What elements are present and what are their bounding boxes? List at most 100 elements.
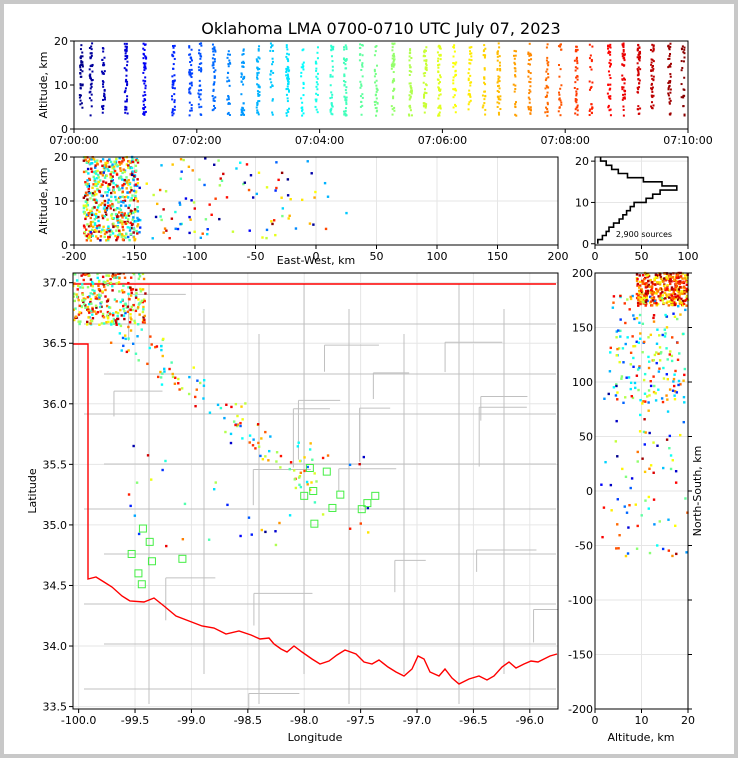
time-altitude-point: [409, 51, 412, 54]
plan-view-point: [135, 481, 139, 484]
time-altitude-point: [608, 109, 611, 112]
time-altitude-point: [81, 55, 84, 58]
plan-view-point: [139, 290, 143, 293]
altitude-northsouth-point: [645, 274, 648, 277]
time-altitude-point: [559, 45, 562, 48]
altitude-northsouth-point: [684, 308, 687, 312]
eastwest-altitude-point: [99, 231, 103, 234]
plan-view-point: [305, 480, 309, 484]
plan-view-point: [173, 382, 177, 385]
altitude-northsouth-point: [635, 279, 639, 283]
eastwest-altitude-point: [96, 169, 99, 173]
time-altitude-point: [424, 72, 427, 75]
eastwest-altitude-point: [109, 173, 112, 176]
plan-view-point: [96, 273, 99, 276]
time-altitude-point: [546, 56, 549, 59]
time-altitude-point: [452, 82, 455, 85]
time-altitude-point: [142, 103, 145, 106]
time-altitude-point: [173, 74, 176, 77]
plan-view-point: [251, 444, 255, 447]
plan-view-point: [234, 402, 238, 406]
time-altitude-point: [650, 105, 653, 108]
plan-view-point: [134, 352, 138, 355]
plan-view-point: [103, 285, 106, 288]
eastwest-altitude-point: [128, 182, 132, 186]
time-altitude-point: [257, 71, 260, 74]
altitude-northsouth-point: [641, 293, 644, 296]
altitude-northsouth-point: [636, 284, 639, 287]
time-altitude-point: [331, 75, 334, 78]
plan-view-point: [109, 321, 113, 324]
altitude-northsouth-point: [649, 300, 653, 303]
plan-view-point: [236, 424, 239, 428]
altitude-northsouth-point: [658, 346, 662, 349]
time-altitude-point: [173, 101, 176, 104]
time-altitude-point: [683, 56, 686, 59]
time-altitude-point: [636, 86, 639, 89]
time-altitude-point: [468, 92, 471, 95]
eastwest-altitude-point: [128, 166, 132, 169]
altitude-northsouth-point: [661, 291, 664, 294]
plan-view-point: [132, 270, 134, 272]
time-altitude-point: [575, 76, 578, 79]
time-altitude-point: [652, 45, 655, 48]
time-altitude-point: [609, 43, 612, 46]
altitude-northsouth-point: [671, 300, 674, 304]
lma-station-marker: [322, 467, 331, 476]
altitude-northsouth-point: [677, 288, 681, 291]
time-altitude-point: [240, 80, 243, 83]
time-altitude-point: [258, 91, 261, 94]
time-altitude-point: [200, 67, 203, 70]
time-altitude-point: [680, 96, 683, 99]
altitude-northsouth-point: [654, 276, 658, 279]
eastwest-altitude-point: [94, 215, 98, 218]
plan-view-point: [93, 292, 96, 295]
lma-station-marker: [336, 490, 345, 499]
time-altitude-point: [469, 52, 472, 55]
altitude-northsouth-point: [653, 301, 656, 305]
eastwest-ytick: 20: [54, 151, 68, 164]
eastwest-altitude-point: [118, 207, 121, 210]
time-altitude-point: [559, 87, 562, 90]
altitude-northsouth-point: [636, 524, 639, 528]
altitude-northsouth-point: [651, 293, 654, 296]
time-altitude-point: [102, 71, 105, 74]
altitude-northsouth-point: [663, 277, 666, 280]
altitude-northsouth-point: [609, 351, 612, 354]
time-altitude-point: [345, 91, 348, 94]
altitude-northsouth-point: [676, 275, 679, 278]
altitude-northsouth-point: [609, 346, 612, 350]
eastwest-altitude-point: [97, 215, 100, 219]
time-altitude-point: [588, 109, 591, 112]
time-altitude-point: [79, 99, 82, 102]
time-altitude-point: [373, 68, 376, 71]
plan-view-point: [298, 474, 302, 478]
plan-view-point: [241, 418, 244, 421]
plan-view-point: [90, 302, 93, 305]
time-altitude-point: [258, 100, 261, 103]
time-altitude-point: [269, 78, 272, 81]
altitude-northsouth-point: [667, 304, 670, 307]
time-altitude-point: [79, 56, 82, 59]
plan-view-point: [168, 367, 171, 371]
altitude-northsouth-point: [635, 547, 639, 550]
plan-view-point: [297, 476, 301, 479]
altitude-northsouth-point: [681, 299, 685, 303]
time-altitude-point: [285, 69, 288, 72]
plan-view-point: [125, 350, 129, 354]
eastwest-xtick: -50: [247, 250, 265, 263]
plan-view-point: [111, 274, 114, 278]
time-altitude-point: [669, 99, 672, 102]
altitude-northsouth-point: [643, 282, 646, 286]
time-altitude-point: [607, 83, 610, 86]
eastwest-xlabel: East-West, km: [277, 254, 355, 267]
eastwest-altitude-point: [274, 189, 277, 192]
eastwest-altitude-point: [96, 159, 99, 162]
time-altitude-point: [171, 98, 174, 101]
plan-view-point: [119, 273, 122, 275]
eastwest-altitude-point: [107, 204, 110, 208]
time-altitude-point: [103, 70, 106, 73]
time-altitude-point: [498, 64, 501, 67]
time-altitude-point: [227, 102, 230, 105]
altitude-northsouth-point: [652, 441, 655, 444]
